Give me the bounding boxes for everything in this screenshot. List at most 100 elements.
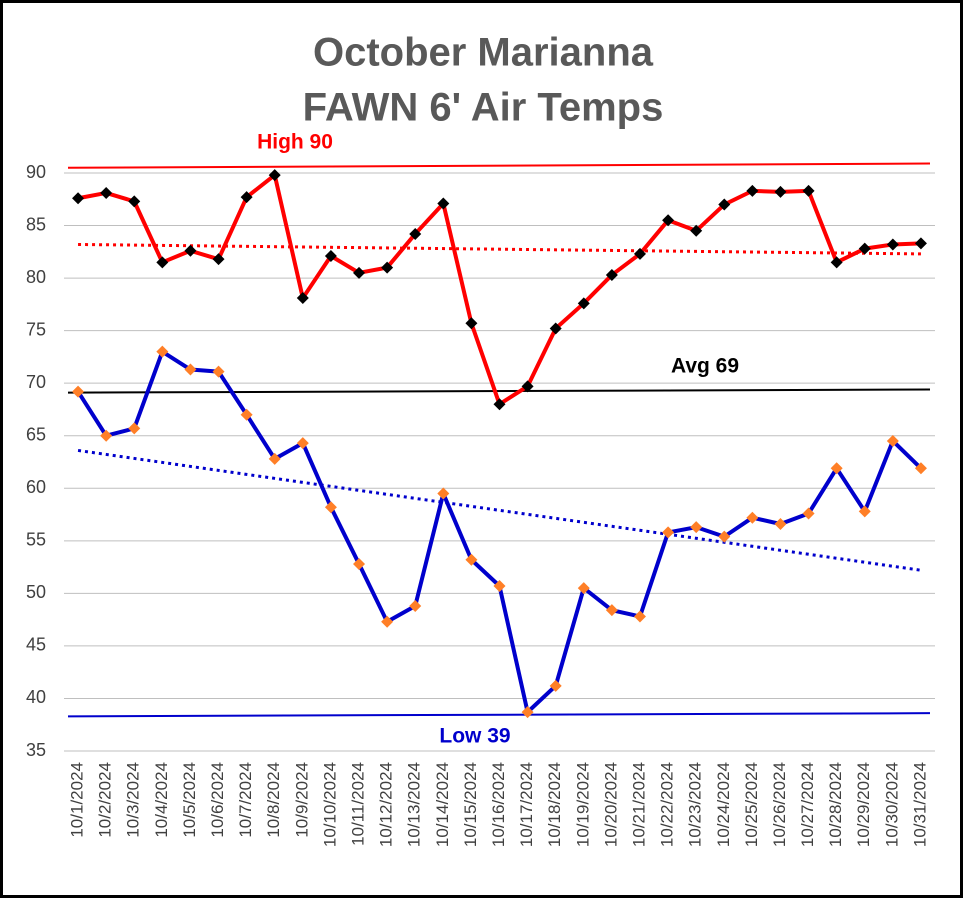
x-tick-label: 10/26/2024 [770,762,789,847]
x-tick-label: 10/9/2024 [292,762,311,838]
data-point [605,268,618,281]
x-tick-label: 10/16/2024 [489,762,508,847]
data-point [240,408,253,421]
data-point [802,507,815,520]
x-tick-label: 10/12/2024 [377,762,396,847]
data-point [718,198,731,211]
data-point [409,227,422,240]
data-point [858,242,871,255]
data-point [409,599,422,612]
data-point [858,505,871,518]
data-point [577,582,590,595]
x-tick-label: 10/6/2024 [208,762,227,838]
data-point [72,385,85,398]
data-point [577,297,590,310]
reference-label: Avg 69 [671,355,739,378]
data-point [184,363,197,376]
data-point [437,197,450,210]
data-point [718,530,731,543]
y-tick-label: 45 [26,635,46,655]
x-tick-label: 10/15/2024 [461,762,480,847]
trendline [77,448,922,572]
chart-title: October Marianna [313,31,654,75]
x-tick-label: 10/4/2024 [152,762,171,838]
y-tick-label: 70 [26,372,46,392]
x-tick-label: 10/24/2024 [714,762,733,847]
y-tick-label: 80 [26,267,46,287]
x-tick-label: 10/23/2024 [686,762,705,847]
data-point [662,214,675,227]
data-point [549,322,562,335]
chart-title: FAWN 6' Air Temps [303,86,664,130]
data-point [381,261,394,274]
data-point [324,250,337,263]
data-point [156,256,169,269]
data-point [886,238,899,251]
data-point [886,434,899,447]
data-point [774,518,787,531]
y-tick-label: 65 [26,424,46,444]
x-tick-label: 10/19/2024 [573,762,592,847]
x-tick-label: 10/10/2024 [320,762,339,847]
reference-label: Low 39 [439,725,510,748]
data-point [802,184,815,197]
data-point [493,580,506,593]
data-point [493,398,506,411]
data-point [381,615,394,628]
data-point [128,195,141,208]
data-point [465,317,478,330]
reference-line [67,162,931,169]
data-point [690,521,703,534]
x-tick-label: 10/21/2024 [629,762,648,847]
data-point [296,437,309,450]
x-tick-label: 10/25/2024 [742,762,761,847]
data-point [156,345,169,358]
y-tick-label: 85 [26,214,46,234]
x-tick-label: 10/2/2024 [96,762,115,838]
reference-label: High 90 [257,131,333,154]
data-point [774,185,787,198]
data-point [662,526,675,539]
trendline [78,242,921,256]
x-tick-label: 10/5/2024 [180,762,199,838]
data-point [268,452,281,465]
y-tick-label: 35 [26,740,46,760]
data-point [690,224,703,237]
data-point [184,244,197,257]
data-point [746,511,759,524]
data-point [830,256,843,269]
data-point [324,501,337,514]
data-point [212,365,225,378]
data-point [605,604,618,617]
data-point [240,191,253,204]
y-tick-label: 55 [26,530,46,550]
data-point [353,266,366,279]
x-tick-label: 10/29/2024 [854,762,873,847]
y-tick-label: 50 [26,582,46,602]
reference-line [67,388,931,394]
x-tick-label: 10/14/2024 [433,762,452,847]
data-point [549,679,562,692]
x-tick-label: 10/13/2024 [405,762,424,847]
y-tick-label: 60 [26,477,46,497]
data-point [830,462,843,475]
y-tick-label: 40 [26,687,46,707]
data-point [633,610,646,623]
data-point [128,422,141,435]
x-tick-label: 10/18/2024 [545,762,564,847]
x-tick-label: 10/28/2024 [826,762,845,847]
x-tick-label: 10/31/2024 [910,762,929,847]
data-point [72,192,85,205]
x-tick-label: 10/20/2024 [601,762,620,847]
y-tick-label: 90 [26,162,46,182]
data-point [437,487,450,500]
data-point [296,292,309,305]
x-tick-label: 10/8/2024 [264,762,283,838]
data-point [268,169,281,182]
x-tick-label: 10/22/2024 [658,762,677,847]
data-point [914,237,927,250]
data-point [521,380,534,393]
x-tick-label: 10/30/2024 [882,762,901,847]
